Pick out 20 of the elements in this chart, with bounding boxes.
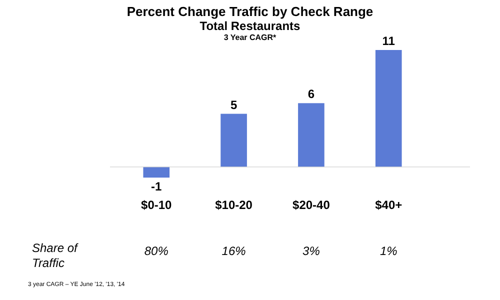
x-tick-label: $10-20 <box>215 198 253 212</box>
text: 3% <box>302 244 320 258</box>
bar <box>143 166 170 178</box>
data-label: 11 <box>382 34 396 48</box>
chart-title: Percent Change Traffic by Check Range <box>126 4 374 19</box>
text: 1% <box>380 244 398 258</box>
data-label: 5 <box>230 98 238 112</box>
bar <box>220 114 247 167</box>
text: 3 Year CAGR* <box>224 33 278 42</box>
text: 16% <box>222 244 246 258</box>
chart-subtitle: Total Restaurants <box>200 19 301 33</box>
text: 80% <box>144 244 169 258</box>
bar <box>375 50 402 167</box>
x-tick-label: $0-10 <box>141 198 172 212</box>
text: Share of Traffic <box>32 241 80 270</box>
x-tick-label: $40+ <box>375 198 402 212</box>
data-label: 6 <box>308 87 315 102</box>
data-label: -1 <box>151 180 162 194</box>
x-tick-label: $20-40 <box>292 198 330 212</box>
bar <box>298 103 324 167</box>
